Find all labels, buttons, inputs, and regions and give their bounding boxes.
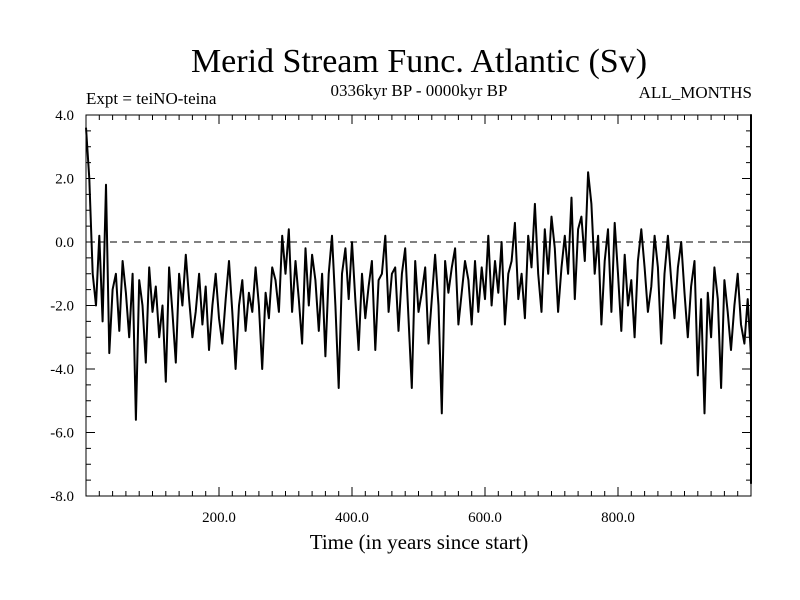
- experiment-label: Expt = teiNO-teina: [86, 89, 217, 108]
- months-label: ALL_MONTHS: [639, 83, 752, 102]
- x-tick-label: 600.0: [468, 510, 502, 526]
- x-tick-label: 400.0: [335, 510, 369, 526]
- y-tick-label: -8.0: [50, 489, 74, 505]
- y-tick-label: 2.0: [55, 172, 74, 188]
- y-axis: 4.0 2.0 0.0 -2.0 -4.0 -6.0 -8.0: [50, 108, 751, 505]
- y-tick-label: -4.0: [50, 362, 74, 378]
- y-tick-label: 4.0: [55, 108, 74, 124]
- x-axis: 200.0 400.0 600.0 800.0: [98, 115, 739, 526]
- chart-title: Merid Stream Func. Atlantic (Sv): [191, 43, 647, 80]
- x-tick-label: 800.0: [601, 510, 635, 526]
- y-tick-label: -6.0: [50, 426, 74, 442]
- period-label: 0336kyr BP - 0000kyr BP: [331, 81, 508, 100]
- y-tick-label: 0.0: [55, 235, 74, 251]
- series-line: [85, 114, 752, 485]
- x-tick-label: 200.0: [202, 510, 236, 526]
- x-axis-label: Time (in years since start): [310, 530, 529, 554]
- y-tick-label: -2.0: [50, 299, 74, 315]
